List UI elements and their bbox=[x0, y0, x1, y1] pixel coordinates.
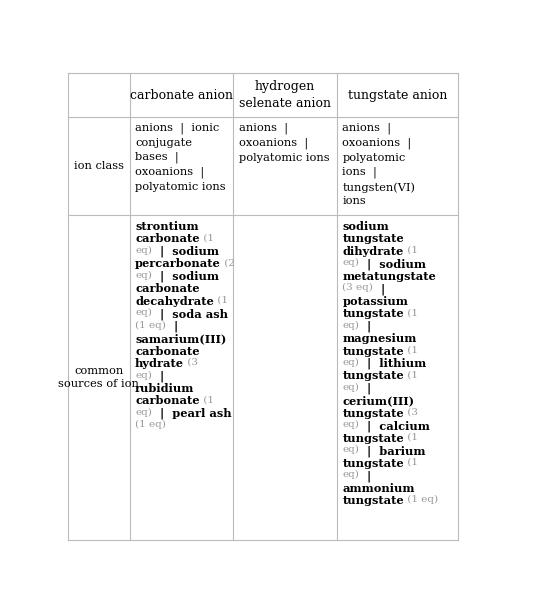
Text: magnesium: magnesium bbox=[342, 333, 417, 344]
Text: hydrate: hydrate bbox=[135, 358, 184, 369]
Text: eq): eq) bbox=[342, 320, 359, 330]
Text: hydrogen
selenate anion: hydrogen selenate anion bbox=[239, 80, 331, 110]
Text: (1 eq): (1 eq) bbox=[404, 495, 438, 504]
Text: eq): eq) bbox=[135, 271, 152, 280]
Text: decahydrate: decahydrate bbox=[135, 296, 214, 307]
Text: (1: (1 bbox=[200, 234, 213, 242]
Text: tungstate: tungstate bbox=[342, 234, 404, 245]
Text: tungstate: tungstate bbox=[342, 370, 404, 381]
Text: carbonate: carbonate bbox=[135, 345, 200, 356]
Text: |  sodium: | sodium bbox=[359, 259, 426, 270]
Text: sodium: sodium bbox=[342, 221, 389, 232]
Text: |: | bbox=[166, 320, 178, 332]
Text: cerium(III): cerium(III) bbox=[342, 395, 414, 406]
Text: (1: (1 bbox=[200, 395, 213, 404]
Text: tungstate: tungstate bbox=[342, 308, 404, 319]
Text: eq): eq) bbox=[135, 408, 152, 417]
Text: |: | bbox=[359, 383, 372, 395]
Text: potassium: potassium bbox=[342, 296, 408, 307]
Text: |  lithium: | lithium bbox=[359, 358, 426, 370]
Text: (3: (3 bbox=[184, 358, 198, 367]
Text: (1: (1 bbox=[404, 345, 418, 354]
Text: tungstate: tungstate bbox=[342, 345, 404, 356]
Text: anions  |  ionic
conjugate
bases  |
oxoanions  |
polyatomic ions: anions | ionic conjugate bases | oxoanio… bbox=[135, 123, 225, 192]
Text: eq): eq) bbox=[342, 358, 359, 367]
Text: eq): eq) bbox=[342, 383, 359, 392]
Text: eq): eq) bbox=[135, 308, 152, 317]
Text: (1: (1 bbox=[214, 296, 228, 305]
Text: |: | bbox=[359, 470, 372, 481]
Text: (3: (3 bbox=[404, 408, 418, 417]
Text: strontium: strontium bbox=[135, 221, 199, 232]
Text: tungstate: tungstate bbox=[342, 408, 404, 419]
Text: ammonium: ammonium bbox=[342, 483, 415, 493]
Text: carbonate: carbonate bbox=[135, 234, 200, 245]
Text: eq): eq) bbox=[342, 470, 359, 479]
Text: eq): eq) bbox=[342, 445, 359, 454]
Text: tungstate: tungstate bbox=[342, 495, 404, 506]
Text: (1 eq): (1 eq) bbox=[135, 420, 166, 429]
Text: (1: (1 bbox=[404, 458, 418, 467]
Text: (1: (1 bbox=[403, 246, 418, 255]
Text: carbonate: carbonate bbox=[135, 283, 200, 294]
Text: samarium(III): samarium(III) bbox=[135, 333, 227, 344]
Text: (1 eq): (1 eq) bbox=[135, 320, 166, 330]
Text: ion class: ion class bbox=[74, 161, 124, 171]
Text: anions  |
oxoanions  |
polyatomic
ions  |
tungsten(VI)
ions: anions | oxoanions | polyatomic ions | t… bbox=[342, 123, 416, 206]
Text: |  calcium: | calcium bbox=[359, 420, 430, 432]
Text: |  barium: | barium bbox=[359, 445, 426, 456]
Text: (1: (1 bbox=[404, 433, 418, 442]
Text: |  sodium: | sodium bbox=[152, 246, 219, 257]
Text: tungstate: tungstate bbox=[342, 433, 404, 444]
Text: |  pearl ash: | pearl ash bbox=[152, 408, 232, 419]
Text: dihydrate: dihydrate bbox=[342, 246, 403, 257]
Text: |  sodium: | sodium bbox=[152, 271, 219, 282]
Text: carbonate: carbonate bbox=[135, 395, 200, 406]
Text: (1: (1 bbox=[404, 308, 418, 317]
Text: (1: (1 bbox=[404, 370, 418, 379]
Text: tungstate anion: tungstate anion bbox=[348, 89, 447, 101]
Text: tungstate: tungstate bbox=[342, 458, 404, 469]
Text: eq): eq) bbox=[135, 370, 152, 379]
Text: eq): eq) bbox=[342, 420, 359, 429]
Text: percarbonate: percarbonate bbox=[135, 259, 221, 270]
Text: (3 eq): (3 eq) bbox=[342, 283, 373, 293]
Text: rubidium: rubidium bbox=[135, 383, 194, 394]
Text: eq): eq) bbox=[342, 259, 359, 268]
Text: metatungstate: metatungstate bbox=[342, 271, 436, 282]
Text: common
sources of ion: common sources of ion bbox=[58, 366, 139, 390]
Text: anions  |
oxoanions  |
polyatomic ions: anions | oxoanions | polyatomic ions bbox=[239, 123, 329, 163]
Text: carbonate anion: carbonate anion bbox=[130, 89, 233, 101]
Text: |: | bbox=[373, 283, 385, 295]
Text: |: | bbox=[152, 370, 164, 382]
Text: |: | bbox=[359, 320, 372, 332]
Text: |  soda ash: | soda ash bbox=[152, 308, 228, 320]
Text: (2: (2 bbox=[221, 259, 235, 267]
Text: eq): eq) bbox=[135, 246, 152, 255]
